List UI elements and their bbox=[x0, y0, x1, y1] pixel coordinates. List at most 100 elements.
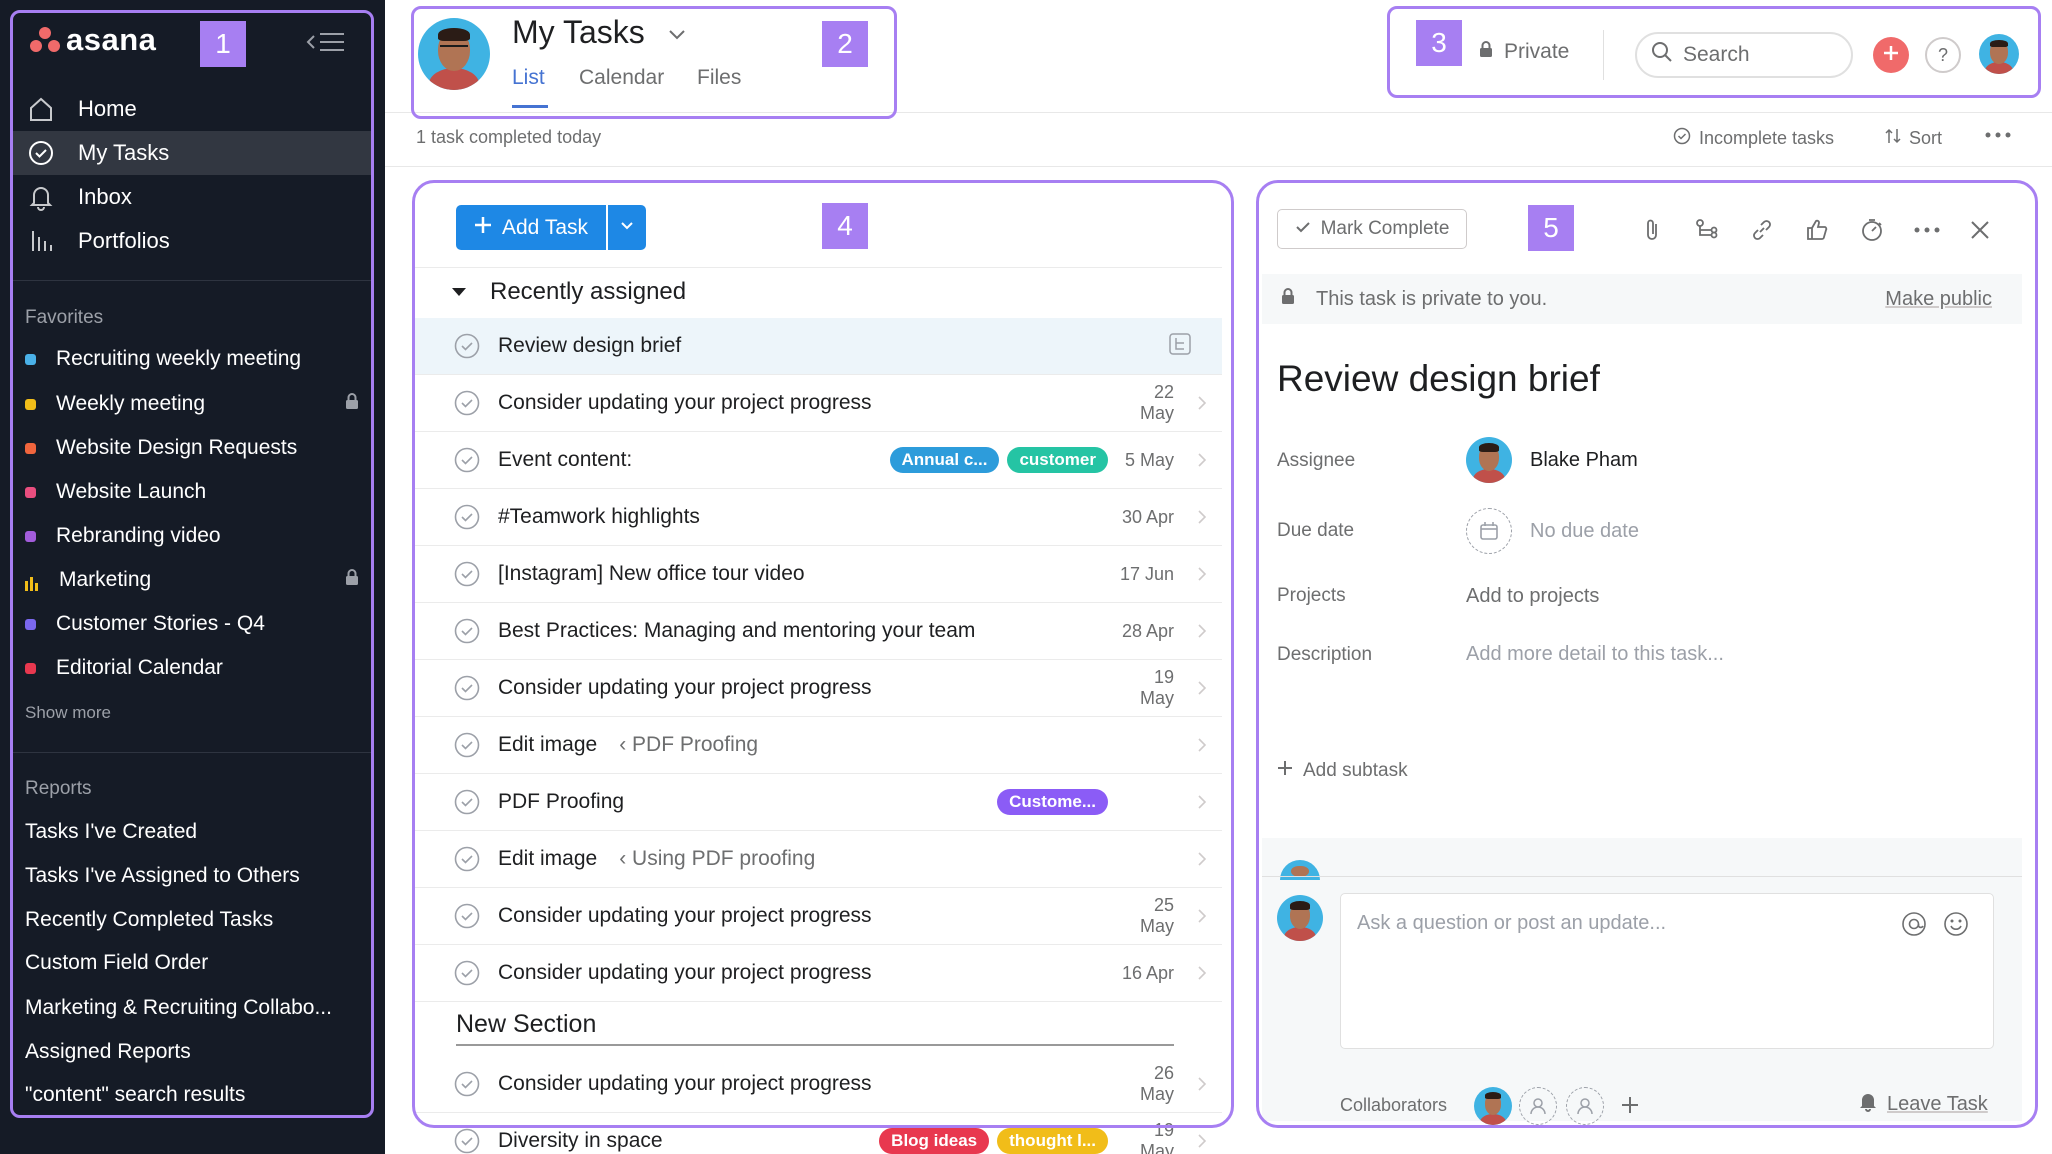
complete-task-checkbox-icon[interactable] bbox=[454, 561, 480, 587]
chevron-right-icon[interactable] bbox=[1182, 964, 1222, 982]
calendar-icon[interactable] bbox=[1466, 508, 1512, 554]
show-more-link[interactable]: Show more bbox=[25, 703, 111, 722]
task-name[interactable]: Consider updating your project progress bbox=[498, 904, 872, 927]
tab-calendar[interactable]: Calendar bbox=[579, 66, 665, 89]
task-due-date[interactable]: 26 May bbox=[1139, 1063, 1174, 1104]
user-avatar[interactable] bbox=[418, 18, 490, 90]
task-name[interactable]: Review design brief bbox=[498, 334, 682, 357]
timer-icon[interactable] bbox=[1856, 214, 1888, 246]
task-due-date[interactable]: 19 May bbox=[1139, 667, 1174, 708]
favorite-project-item[interactable]: Editorial Calendar bbox=[25, 648, 365, 688]
task-due-date[interactable]: 19 May bbox=[1139, 1120, 1174, 1154]
collapse-sidebar-icon[interactable] bbox=[300, 26, 348, 58]
task-row[interactable]: Consider updating your project progress 1… bbox=[414, 945, 1222, 1002]
more-options-icon[interactable] bbox=[1911, 214, 1943, 246]
complete-task-checkbox-icon[interactable] bbox=[454, 447, 480, 473]
task-tag[interactable]: customer bbox=[1007, 447, 1108, 473]
favorite-project-item[interactable]: Recruiting weekly meeting bbox=[25, 339, 365, 379]
task-row[interactable]: [Instagram] New office tour video 17 Jun bbox=[414, 546, 1222, 603]
task-name[interactable]: Edit image bbox=[498, 847, 598, 870]
thumbs-up-icon[interactable] bbox=[1801, 214, 1833, 246]
add-subtask-button[interactable]: Add subtask bbox=[1277, 760, 1408, 782]
incomplete-tasks-filter[interactable]: Incomplete tasks bbox=[1673, 127, 1834, 150]
task-name[interactable]: Consider updating your project progress bbox=[498, 391, 872, 414]
complete-task-checkbox-icon[interactable] bbox=[454, 333, 480, 359]
chevron-right-icon[interactable] bbox=[1182, 1075, 1222, 1093]
plus-icon[interactable] bbox=[1621, 1096, 1639, 1119]
task-row[interactable]: Edit image ‹ PDF Proofing bbox=[414, 717, 1222, 774]
chevron-right-icon[interactable] bbox=[1182, 451, 1222, 469]
task-tag[interactable]: Custome... bbox=[997, 789, 1108, 815]
task-name[interactable]: Consider updating your project progress bbox=[498, 676, 872, 699]
task-row[interactable]: Review design brief bbox=[414, 318, 1222, 375]
search-input[interactable]: Search bbox=[1635, 32, 1853, 78]
complete-task-checkbox-icon[interactable] bbox=[454, 732, 480, 758]
complete-task-checkbox-icon[interactable] bbox=[454, 618, 480, 644]
mark-complete-button[interactable]: Mark Complete bbox=[1277, 209, 1467, 249]
caret-down-icon[interactable] bbox=[450, 278, 468, 306]
asana-logo[interactable]: asana bbox=[30, 22, 156, 58]
task-row[interactable]: Consider updating your project progress 2… bbox=[414, 1056, 1222, 1113]
leave-task-button[interactable]: Leave Task bbox=[1857, 1090, 1988, 1118]
task-title[interactable]: Review design brief bbox=[1277, 358, 1600, 399]
favorite-project-item[interactable]: Marketing bbox=[25, 560, 365, 600]
favorite-project-item[interactable]: Website Launch bbox=[25, 472, 365, 512]
description-input[interactable]: Add more detail to this task... bbox=[1466, 643, 1724, 665]
quick-add-button[interactable] bbox=[1873, 37, 1909, 73]
task-row[interactable]: Consider updating your project progress 2… bbox=[414, 375, 1222, 432]
mention-icon[interactable] bbox=[1900, 910, 1928, 943]
chevron-right-icon[interactable] bbox=[1182, 622, 1222, 640]
task-row[interactable]: Consider updating your project progress 1… bbox=[414, 660, 1222, 717]
add-to-projects[interactable]: Add to projects bbox=[1466, 585, 1600, 607]
task-due-date[interactable]: 5 May bbox=[1124, 449, 1174, 470]
chevron-right-icon[interactable] bbox=[1182, 1132, 1222, 1150]
add-collaborator-icon[interactable] bbox=[1519, 1087, 1557, 1125]
report-item[interactable]: Tasks I've Assigned to Others bbox=[25, 864, 300, 887]
task-due-date[interactable]: 28 Apr bbox=[1121, 620, 1174, 641]
section-header-new-section[interactable]: New Section bbox=[456, 1010, 597, 1038]
task-row[interactable]: PDF Proofing Custome... bbox=[414, 774, 1222, 831]
sidebar-item-my-tasks[interactable]: My Tasks bbox=[10, 131, 372, 175]
task-due-date[interactable]: 16 Apr bbox=[1121, 962, 1174, 983]
favorite-project-item[interactable]: Website Design Requests bbox=[25, 428, 365, 468]
report-item[interactable]: Assigned Reports bbox=[25, 1040, 191, 1063]
chevron-right-icon[interactable] bbox=[1182, 793, 1222, 811]
sidebar-item-inbox[interactable]: Inbox bbox=[10, 175, 372, 219]
task-row[interactable]: Diversity in space Blog ideas thought l...… bbox=[414, 1113, 1222, 1154]
complete-task-checkbox-icon[interactable] bbox=[454, 789, 480, 815]
task-name[interactable]: Diversity in space bbox=[498, 1129, 663, 1152]
chevron-right-icon[interactable] bbox=[1182, 565, 1222, 583]
report-item[interactable]: Custom Field Order bbox=[25, 951, 209, 974]
complete-task-checkbox-icon[interactable] bbox=[454, 504, 480, 530]
task-due-date[interactable]: 22 May bbox=[1139, 382, 1174, 423]
task-row[interactable]: Best Practices: Managing and mentoring y… bbox=[414, 603, 1222, 660]
tab-files[interactable]: Files bbox=[697, 66, 742, 89]
complete-task-checkbox-icon[interactable] bbox=[454, 903, 480, 929]
task-row[interactable]: Edit image ‹ Using PDF proofing bbox=[414, 831, 1222, 888]
task-name[interactable]: PDF Proofing bbox=[498, 790, 625, 813]
parent-task-link[interactable]: ‹ PDF Proofing bbox=[619, 733, 759, 756]
complete-task-checkbox-icon[interactable] bbox=[454, 1071, 480, 1097]
chevron-right-icon[interactable] bbox=[1182, 736, 1222, 754]
task-row[interactable]: #Teamwork highlights 30 Apr bbox=[414, 489, 1222, 546]
complete-task-checkbox-icon[interactable] bbox=[454, 675, 480, 701]
close-icon[interactable] bbox=[1964, 214, 1996, 246]
complete-task-checkbox-icon[interactable] bbox=[454, 960, 480, 986]
report-item[interactable]: "content" search results bbox=[25, 1083, 246, 1106]
profile-avatar[interactable] bbox=[1979, 34, 2019, 74]
sort-button[interactable]: Sort bbox=[1885, 127, 1942, 150]
add-collaborator-icon[interactable] bbox=[1566, 1087, 1604, 1125]
subtask-icon[interactable] bbox=[1691, 214, 1723, 246]
chevron-down-icon[interactable] bbox=[665, 22, 689, 51]
task-name[interactable]: Consider updating your project progress bbox=[498, 961, 872, 984]
add-task-dropdown[interactable] bbox=[608, 205, 646, 250]
section-header-recently-assigned[interactable]: Recently assigned bbox=[450, 278, 686, 306]
task-name[interactable]: [Instagram] New office tour video bbox=[498, 562, 805, 585]
complete-task-checkbox-icon[interactable] bbox=[454, 1128, 480, 1154]
task-tag[interactable]: Annual c... bbox=[889, 447, 1000, 473]
task-name[interactable]: #Teamwork highlights bbox=[498, 505, 700, 528]
complete-task-checkbox-icon[interactable] bbox=[454, 390, 480, 416]
chevron-right-icon[interactable] bbox=[1182, 907, 1222, 925]
comment-input[interactable] bbox=[1340, 893, 1994, 1049]
tab-list[interactable]: List bbox=[512, 66, 545, 89]
